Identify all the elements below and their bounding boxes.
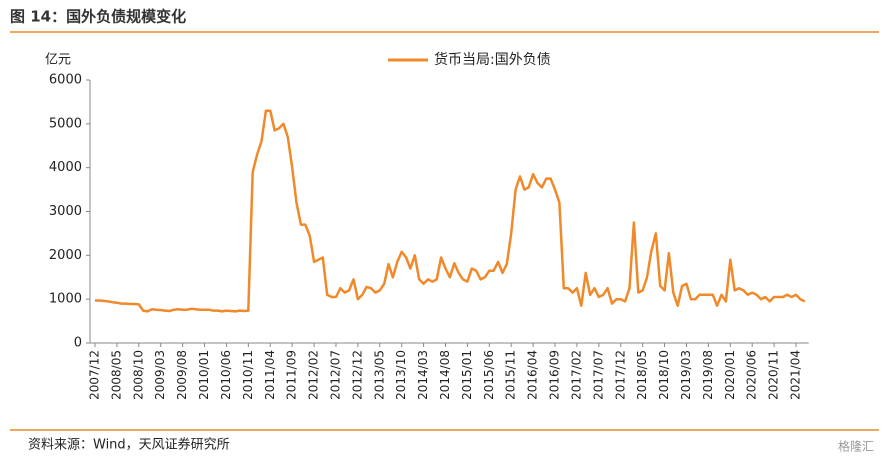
- x-tick-label: 2008/10: [131, 350, 145, 400]
- y-tick-label: 5000: [49, 116, 82, 131]
- y-tick-label: 4000: [49, 160, 82, 175]
- x-tick-label: 2010/11: [241, 350, 255, 400]
- x-tick-label: 2016/09: [548, 350, 562, 400]
- y-tick-label: 0: [74, 336, 82, 351]
- x-tick-label: 2017/12: [613, 350, 627, 400]
- x-tick-label: 2008/05: [109, 350, 123, 400]
- x-tick-label: 2021/04: [789, 350, 803, 400]
- x-tick-label: 2018/10: [657, 350, 671, 400]
- data-line: [95, 109, 806, 313]
- y-axis-label: 亿元: [45, 53, 71, 68]
- watermark: 格隆汇: [838, 439, 874, 454]
- x-tick-label: 2013/05: [372, 350, 386, 400]
- x-tick-label: 2017/02: [569, 350, 583, 400]
- x-tick-label: 2014/03: [416, 350, 430, 400]
- x-tick-label: 2010/01: [197, 350, 211, 400]
- x-tick-label: 2015/11: [504, 350, 518, 400]
- legend-label: 货币当局:国外负债: [434, 51, 551, 68]
- x-tick-label: 2014/08: [438, 350, 452, 400]
- x-tick-label: 2010/06: [219, 350, 233, 400]
- y-tick-label: 6000: [49, 73, 82, 88]
- x-tick-label: 2020/06: [745, 350, 759, 400]
- x-tick-label: 2012/07: [328, 350, 342, 400]
- x-tick-label: 2017/07: [591, 350, 605, 400]
- x-tick-label: 2020/11: [767, 350, 781, 400]
- x-tick-label: 2013/10: [394, 350, 408, 400]
- x-tick-label: 2012/02: [307, 350, 321, 400]
- x-tick-label: 2019/03: [679, 350, 693, 400]
- x-tick-label: 2009/08: [175, 350, 189, 400]
- x-tick-label: 2015/06: [482, 350, 496, 400]
- x-tick-label: 2016/04: [526, 350, 540, 400]
- source: 资料来源：Wind，天风证券研究所: [28, 437, 230, 453]
- x-tick-label: 2012/12: [350, 350, 364, 400]
- y-tick-label: 2000: [49, 248, 82, 263]
- x-tick-label: 2009/03: [153, 350, 167, 400]
- x-tick-label: 2007/12: [88, 350, 102, 400]
- chart-title: 图 14：国外负债规模变化: [10, 8, 186, 26]
- x-tick-label: 2015/01: [460, 350, 474, 400]
- x-tick-label: 2011/04: [263, 350, 277, 400]
- x-tick-label: 2018/05: [635, 350, 649, 400]
- y-tick-label: 3000: [49, 204, 82, 219]
- y-tick-label: 1000: [49, 292, 82, 307]
- x-tick-label: 2019/08: [701, 350, 715, 400]
- x-tick-label: 2011/09: [285, 350, 299, 400]
- x-tick-label: 2020/01: [723, 350, 737, 400]
